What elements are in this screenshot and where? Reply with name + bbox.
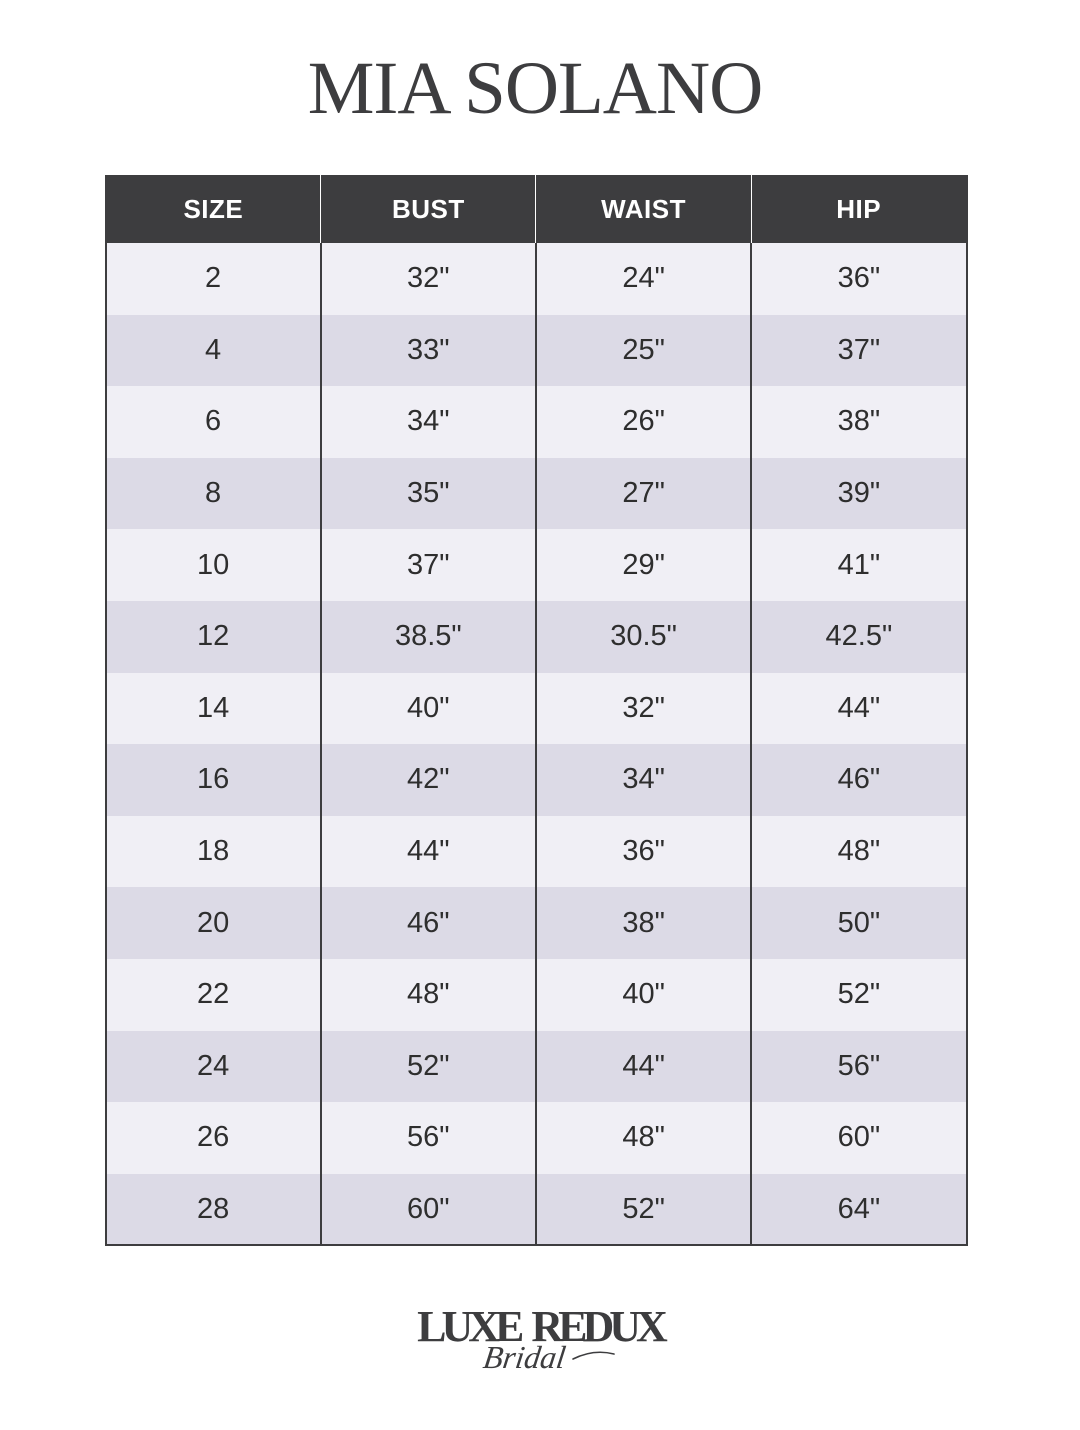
svg-text:Bridal: Bridal: [481, 1339, 568, 1375]
